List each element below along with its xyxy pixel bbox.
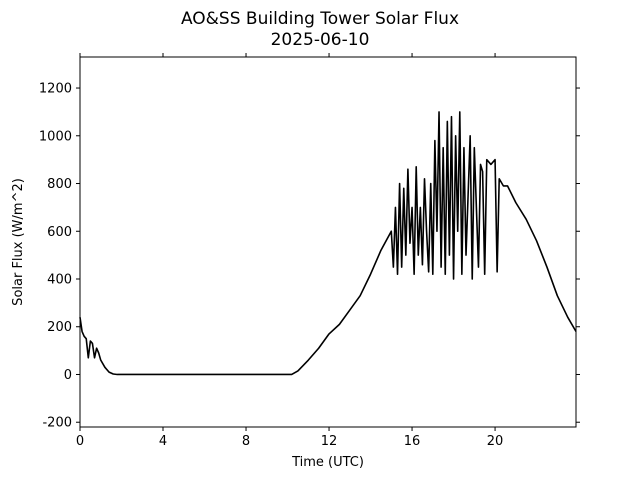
x-tick-label: 16	[404, 434, 421, 449]
chart-subtitle: 2025-06-10	[271, 30, 370, 50]
y-tick-label: 1200	[39, 82, 72, 97]
y-tick-label: 800	[47, 177, 72, 192]
data-line	[79, 111, 577, 376]
x-tick-label: 8	[242, 434, 250, 449]
y-tick-label: 400	[47, 273, 72, 288]
x-tick-label: 12	[321, 434, 338, 449]
x-tick-label: 0	[76, 434, 84, 449]
y-tick-label: 1000	[39, 129, 72, 144]
chart-title: AO&SS Building Tower Solar Flux	[181, 9, 459, 29]
y-tick-label: 600	[47, 225, 72, 240]
y-tick-label: 0	[64, 368, 72, 383]
x-tick-label: 4	[159, 434, 167, 449]
y-tick-label: -200	[42, 416, 72, 431]
x-tick-label: 20	[487, 434, 504, 449]
y-tick-label: 200	[47, 320, 72, 335]
y-axis-label: Solar Flux (W/m^2)	[11, 178, 26, 306]
plot-frame	[79, 56, 577, 428]
x-axis-label: Time (UTC)	[291, 455, 364, 470]
